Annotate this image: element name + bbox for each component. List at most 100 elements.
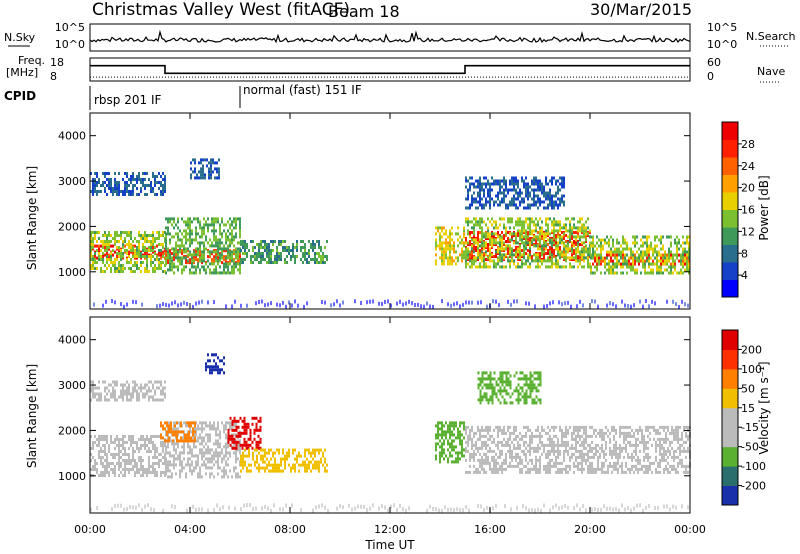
heatmap-cell [485, 232, 487, 236]
heatmap-cell [604, 259, 606, 263]
heatmap-cell [193, 271, 195, 275]
heatmap-cell [189, 235, 191, 239]
heatmap-cell [162, 389, 164, 393]
heatmap-cell [495, 223, 497, 227]
heatmap-cell [322, 463, 324, 467]
heatmap-cell [471, 200, 473, 204]
heatmap-cell [453, 259, 455, 263]
heatmap-cell [231, 304, 233, 309]
heatmap-cell [227, 421, 229, 425]
heatmap-cell [465, 262, 467, 266]
heatmap-cell [102, 252, 104, 255]
heatmap-cell [203, 250, 205, 254]
heatmap-cell [126, 395, 128, 399]
heatmap-cell [258, 300, 260, 305]
heatmap-cell [608, 265, 610, 269]
heatmap-cell [547, 197, 549, 201]
heatmap-cell [455, 451, 457, 455]
heatmap-cell [503, 237, 505, 240]
heatmap-cell [493, 220, 495, 224]
heatmap-cell [246, 252, 248, 255]
heatmap-cell [529, 229, 531, 233]
heatmap-cell [132, 453, 134, 456]
heatmap-cell [199, 259, 201, 263]
heatmap-cell [114, 258, 116, 261]
heatmap-cell [527, 203, 529, 207]
heatmap-cell [557, 244, 559, 248]
heatmap-cell [205, 466, 207, 470]
heatmap-cell [278, 466, 280, 470]
heatmap-cell [179, 475, 181, 479]
heatmap-cell [485, 258, 487, 261]
heatmap-cell [284, 454, 286, 458]
heatmap-cell [306, 457, 308, 461]
heatmap-cell [108, 181, 110, 184]
noise-left-tick-high: 10^5 [55, 21, 85, 34]
heatmap-cell [529, 449, 531, 453]
heatmap-cell [292, 466, 294, 470]
heatmap-cell [475, 256, 477, 260]
heatmap-cell [136, 395, 138, 399]
heatmap-cell [197, 475, 199, 479]
heatmap-cell [662, 253, 664, 257]
heatmap-cell [475, 440, 477, 444]
heatmap-cell [258, 246, 260, 249]
heatmap-cell [594, 253, 596, 257]
heatmap-cell [94, 172, 96, 175]
heatmap-cell [499, 200, 501, 204]
heatmap-cell [173, 466, 175, 470]
heatmap-cell [194, 167, 196, 171]
heatmap-cell [221, 217, 223, 221]
heatmap-cell [499, 425, 501, 429]
heatmap-cell [479, 446, 481, 450]
heatmap-cell [199, 226, 201, 230]
heatmap-cell [294, 469, 296, 473]
heatmap-cell [181, 466, 183, 470]
heatmap-cell [203, 421, 205, 425]
heatmap-cell [268, 258, 270, 261]
heatmap-cell [120, 258, 122, 261]
heatmap-cell [676, 253, 678, 257]
heatmap-cell [453, 244, 455, 248]
heatmap-cell [471, 428, 473, 432]
heatmap-cell [122, 267, 124, 270]
heatmap-cell [475, 179, 477, 183]
heatmap-cell [243, 437, 246, 441]
heatmap-cell [209, 262, 211, 266]
heatmap-cell [513, 241, 515, 245]
heatmap-cell [292, 448, 294, 452]
heatmap-cell [569, 220, 571, 224]
heatmap-cell [644, 268, 646, 272]
heatmap-cell [320, 457, 322, 461]
heatmap-cell [678, 259, 680, 263]
heatmap-cell [197, 258, 199, 262]
heatmap-cell [457, 454, 459, 458]
heatmap-cell [274, 457, 276, 461]
heatmap-cell [164, 453, 166, 456]
heatmap-cell [126, 243, 128, 246]
heatmap-cell [100, 450, 102, 453]
heatmap-cell [640, 256, 642, 260]
heatmap-cell [664, 262, 666, 266]
heatmap-cell [219, 371, 221, 375]
heatmap-cell [219, 442, 221, 446]
heatmap-cell [533, 203, 535, 207]
heatmap-cell [579, 259, 581, 263]
heatmap-cell [497, 247, 499, 251]
heatmap-cell [284, 261, 286, 264]
heatmap-cell [467, 258, 469, 261]
heatmap-cell [100, 459, 102, 462]
heatmap-cell [276, 466, 278, 470]
heatmap-cell [563, 182, 565, 186]
freq-left-tick-high: 18 [50, 56, 64, 69]
heatmap-cell [533, 235, 535, 239]
heatmap-cell [233, 238, 235, 242]
heatmap-cell [203, 223, 205, 227]
heatmap-cell [162, 444, 164, 447]
heatmap-cell [489, 446, 491, 450]
heatmap-cell [173, 460, 175, 464]
heatmap-cell [527, 449, 529, 453]
heatmap-cell [567, 247, 569, 251]
heatmap-cell [445, 253, 447, 257]
heatmap-cell [487, 246, 489, 249]
